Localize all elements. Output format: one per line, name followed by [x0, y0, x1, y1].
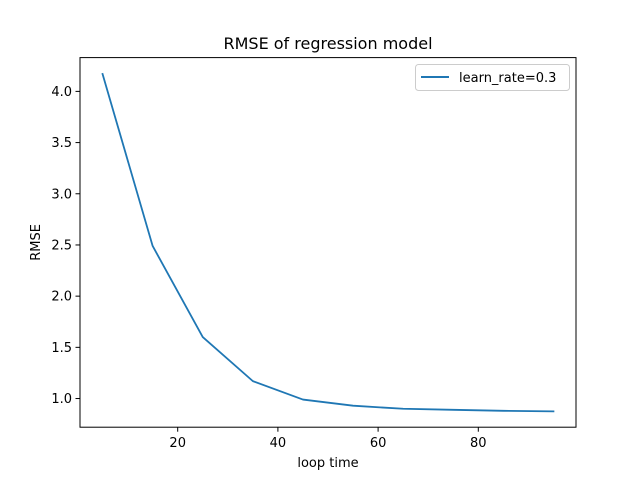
chart-title: RMSE of regression model [223, 34, 432, 53]
y-tick-label: 1.0 [51, 392, 72, 407]
x-tick-label: 20 [169, 436, 186, 451]
series-layer [101, 72, 555, 413]
plot-area [80, 57, 576, 428]
y-tick-label: 2.0 [51, 290, 72, 305]
y-tick-label: 1.5 [51, 341, 72, 356]
legend-box [415, 64, 570, 91]
x-tick-label: 80 [470, 436, 487, 451]
y-tick-label: 3.0 [51, 187, 72, 202]
plot-frame [79, 57, 577, 428]
x-tick-label: 40 [270, 436, 287, 451]
y-tick-label: 2.5 [51, 238, 72, 253]
x-axis-label: loop time [297, 456, 358, 471]
x-axis-ticks: 20 40 60 80 [169, 427, 487, 451]
legend: learn_rate=0.3 [415, 64, 570, 91]
series-line-learn-rate-0-3 [101, 72, 555, 413]
y-tick-label: 3.5 [51, 136, 72, 151]
legend-label-learn-rate-0-3: learn_rate=0.3 [459, 71, 556, 86]
x-tick-label: 60 [370, 436, 387, 451]
y-axis-ticks: 1.0 1.5 2.0 2.5 3.0 3.5 4.0 [51, 85, 80, 407]
y-axis-label: RMSE [29, 224, 44, 261]
y-tick-label: 4.0 [51, 85, 72, 100]
